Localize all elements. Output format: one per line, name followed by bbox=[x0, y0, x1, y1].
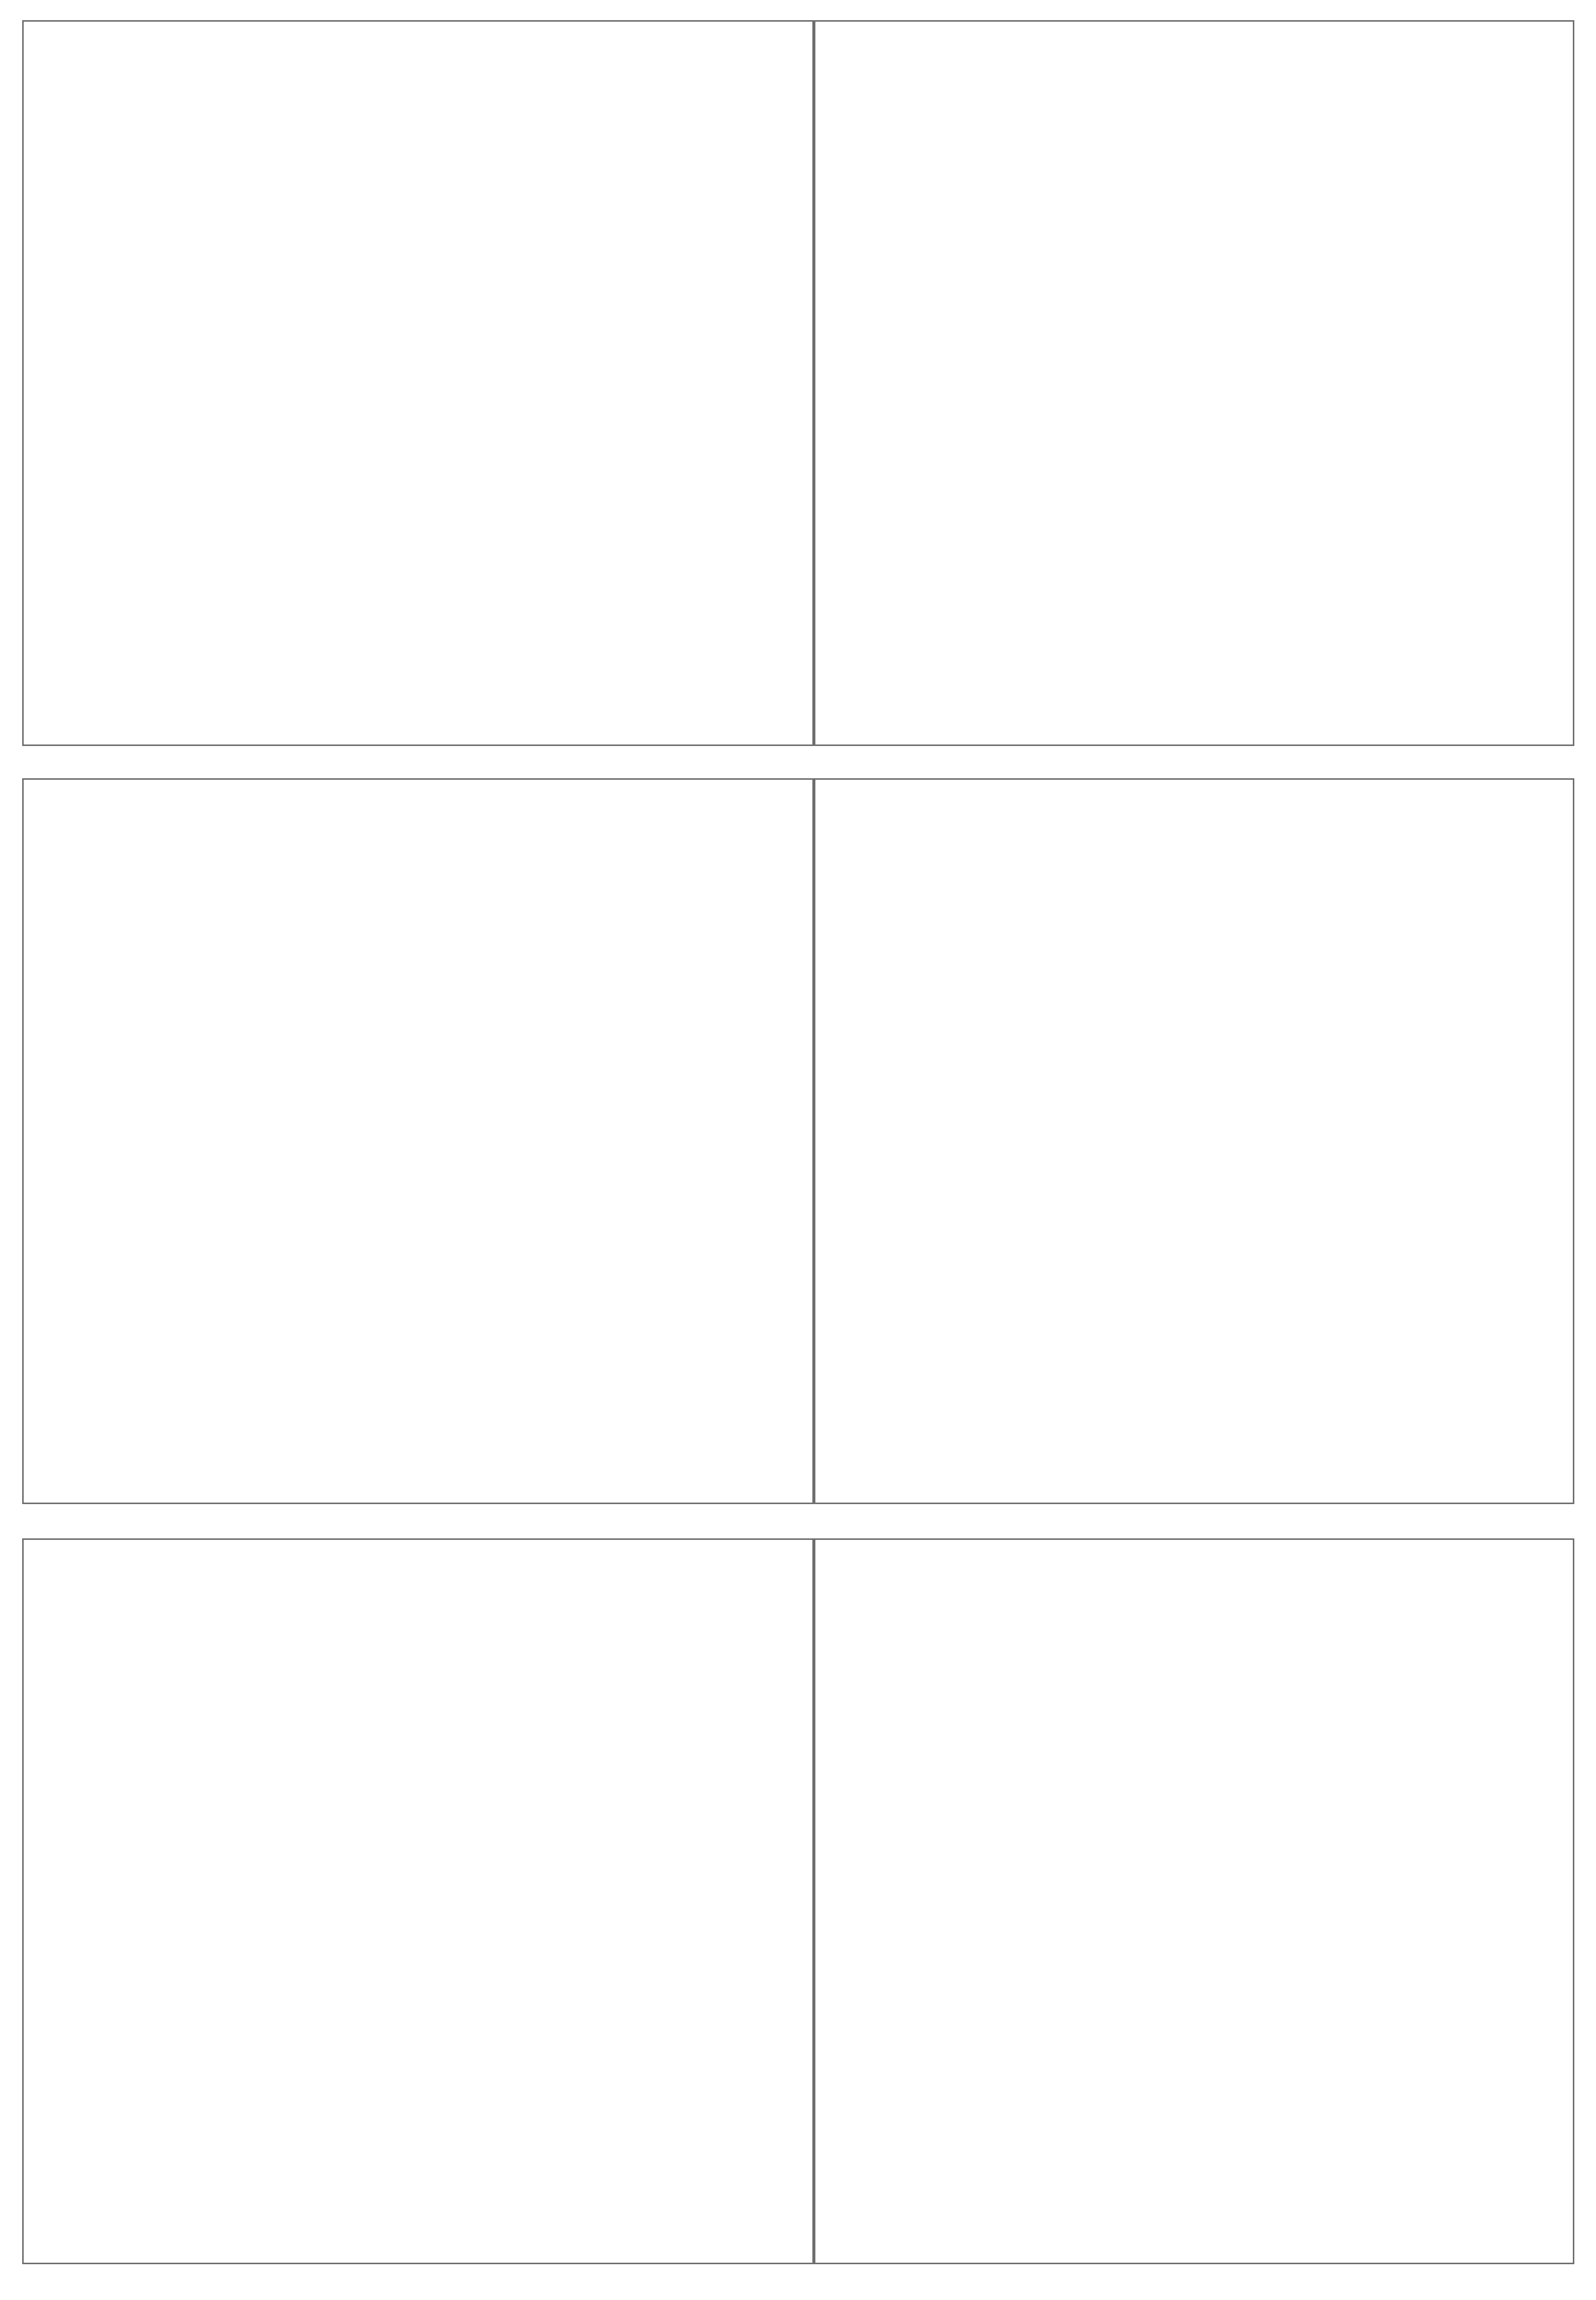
panel-e bbox=[22, 1538, 814, 2264]
panel-b bbox=[814, 20, 1574, 746]
panel-c bbox=[22, 778, 814, 1504]
panel-a bbox=[22, 20, 814, 746]
panel-f bbox=[814, 1538, 1574, 2264]
panel-d bbox=[814, 778, 1574, 1504]
